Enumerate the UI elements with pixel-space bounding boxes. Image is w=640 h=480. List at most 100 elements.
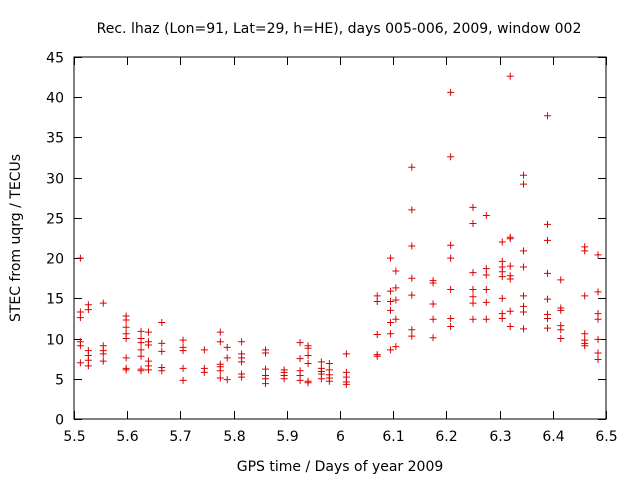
- data-point: [179, 364, 187, 372]
- data-point: [447, 322, 455, 330]
- data-point: [429, 315, 437, 323]
- data-point: [144, 366, 152, 374]
- data-point: [84, 306, 92, 314]
- data-point: [392, 284, 400, 292]
- data-point: [296, 339, 304, 347]
- data-point: [304, 379, 312, 387]
- data-point: [179, 347, 187, 355]
- data-point: [408, 274, 416, 282]
- data-point: [520, 308, 528, 316]
- data-point: [469, 285, 477, 293]
- data-point: [498, 238, 506, 246]
- data-point: [84, 362, 92, 370]
- data-point: [325, 359, 333, 367]
- y-tick-label: 5: [55, 373, 64, 389]
- data-point: [447, 314, 455, 322]
- data-point: [447, 153, 455, 161]
- data-point: [304, 359, 312, 367]
- data-point: [137, 346, 145, 354]
- data-point: [408, 206, 416, 214]
- data-point: [76, 314, 84, 322]
- x-tick-label: 6.4: [542, 429, 564, 445]
- data-point: [392, 315, 400, 323]
- data-point: [594, 335, 602, 343]
- data-points: [76, 72, 602, 388]
- data-point: [137, 352, 145, 360]
- data-point: [387, 254, 395, 262]
- data-point: [498, 273, 506, 281]
- x-tick-label: 6.2: [435, 429, 457, 445]
- data-point: [520, 171, 528, 179]
- data-point: [506, 72, 514, 80]
- data-point: [482, 315, 490, 323]
- data-point: [76, 254, 84, 262]
- data-point: [520, 325, 528, 333]
- data-point: [557, 306, 565, 314]
- data-point: [387, 318, 395, 326]
- data-point: [469, 299, 477, 307]
- data-point: [429, 279, 437, 287]
- data-point: [144, 328, 152, 336]
- x-tick-label: 6.1: [382, 429, 404, 445]
- data-point: [304, 344, 312, 352]
- x-axis-label: GPS time / Days of year 2009: [237, 459, 444, 475]
- y-tick-label: 40: [46, 91, 64, 107]
- data-point: [200, 346, 208, 354]
- data-point: [506, 262, 514, 270]
- data-point: [506, 275, 514, 283]
- data-point: [392, 296, 400, 304]
- y-tick-label: 15: [46, 292, 64, 308]
- y-tick-label: 35: [46, 131, 64, 147]
- data-point: [387, 298, 395, 306]
- data-point: [99, 350, 107, 358]
- data-point: [594, 288, 602, 296]
- data-point: [482, 298, 490, 306]
- x-tick-label: 6: [336, 429, 345, 445]
- data-point: [387, 287, 395, 295]
- y-tick-label: 0: [55, 413, 64, 429]
- y-axis-ticks: 0 5 10 15 20 25 30 35 40 45: [46, 51, 606, 429]
- data-point: [200, 368, 208, 376]
- data-point: [482, 265, 490, 273]
- data-point: [238, 373, 246, 381]
- data-point: [469, 293, 477, 301]
- x-tick-label: 5.8: [223, 429, 245, 445]
- y-axis-label: STEC from uqrg / TECUs: [8, 154, 24, 322]
- data-point: [122, 323, 130, 331]
- data-point: [498, 314, 506, 322]
- data-point: [581, 342, 589, 350]
- data-point: [543, 314, 551, 322]
- data-point: [262, 365, 270, 373]
- data-point: [216, 338, 224, 346]
- data-point: [594, 355, 602, 363]
- data-point: [557, 335, 565, 343]
- data-point: [122, 354, 130, 362]
- data-point: [543, 220, 551, 228]
- data-point: [447, 285, 455, 293]
- data-point: [223, 376, 231, 384]
- data-point: [469, 203, 477, 211]
- data-point: [594, 349, 602, 357]
- data-point: [498, 294, 506, 302]
- data-point: [447, 254, 455, 262]
- data-point: [520, 180, 528, 188]
- plot-area-frame: [73, 56, 607, 420]
- data-point: [469, 220, 477, 228]
- data-point: [76, 359, 84, 367]
- data-point: [408, 332, 416, 340]
- data-point: [179, 376, 187, 384]
- data-point: [408, 291, 416, 299]
- x-axis-ticks: 5.5 5.6 5.7 5.8 5.9 6 6.1 6.2 6.3 6.4 6.5: [63, 57, 618, 445]
- y-tick-label: 25: [46, 212, 64, 228]
- data-point: [581, 330, 589, 338]
- data-point: [387, 330, 395, 338]
- data-point: [581, 292, 589, 300]
- data-point: [216, 367, 224, 375]
- data-point: [158, 318, 166, 326]
- data-point: [557, 276, 565, 284]
- data-point: [158, 339, 166, 347]
- data-point: [594, 251, 602, 259]
- data-point: [296, 355, 304, 363]
- data-point: [543, 112, 551, 120]
